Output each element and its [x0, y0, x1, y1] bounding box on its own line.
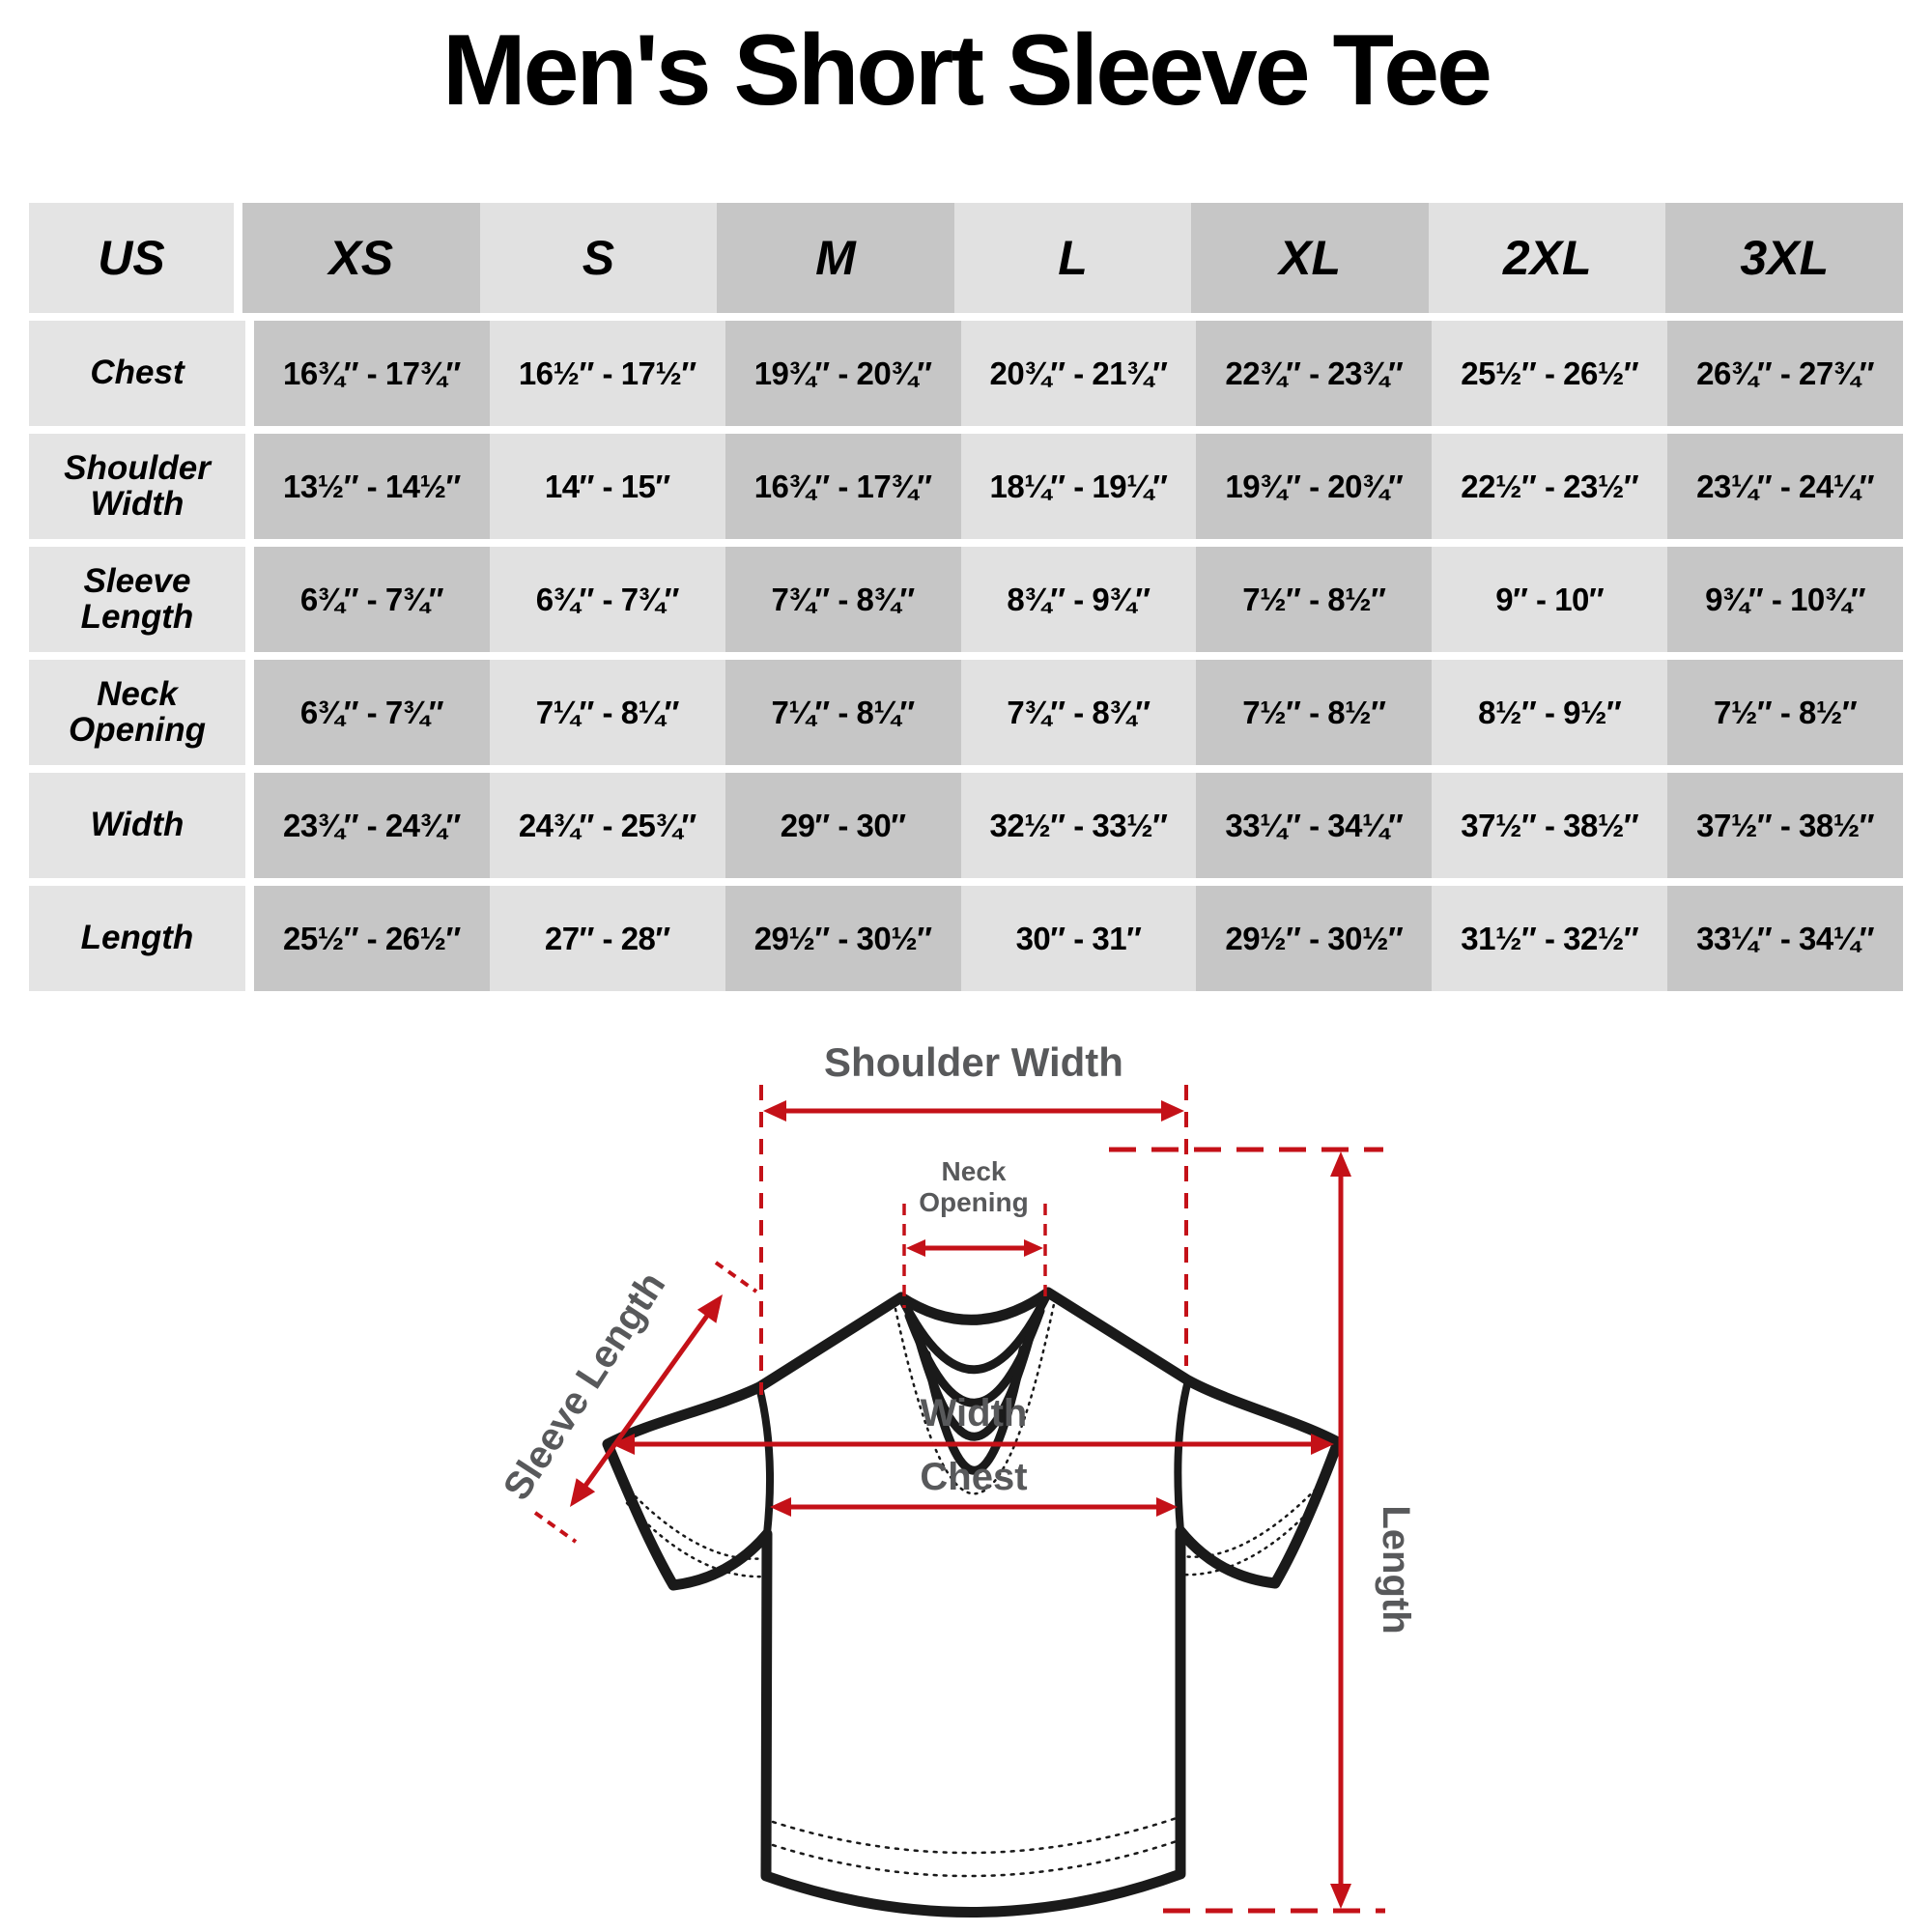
size-cell: 18¼″ - 19¼″	[960, 434, 1197, 539]
tee-measurement-diagram: Shoulder Width Neck Opening Sleeve Lengt…	[496, 1039, 1417, 1918]
size-cell: 7¼″ - 8¼″	[489, 660, 725, 765]
size-chart-table: US XS S M L XL 2XL 3XL Chest 16¾″ - 17¾″ 16½″ - 17…	[29, 203, 1904, 999]
size-cell: 22½″ - 23½″	[1432, 434, 1668, 539]
size-cell: 26¾″ - 27¾″	[1667, 321, 1904, 426]
size-cell: 14″ - 15″	[489, 434, 725, 539]
size-cell: 27″ - 28″	[489, 886, 725, 991]
page-title: Men's Short Sleeve Tee	[442, 14, 1492, 127]
shoulder-width-label: Shoulder Width	[824, 1039, 1123, 1085]
size-cell: 8½″ - 9½″	[1432, 660, 1668, 765]
table-row: Shoulder Width 13½″ - 14½″ 14″ - 15″ 16¾″ -…	[29, 434, 1904, 539]
size-cell: 7½″ - 8½″	[1196, 547, 1433, 652]
table-row: Length 25½″ - 26½″ 27″ - 28″ 29½″ - 30½″ 30″…	[29, 886, 1904, 991]
neck-opening-label-line2: Opening	[919, 1187, 1029, 1217]
row-label: Length	[29, 886, 245, 991]
size-header-s: S	[479, 203, 718, 313]
size-cell: 19¾″ - 20¾″	[1196, 434, 1433, 539]
chest-label: Chest	[920, 1456, 1027, 1498]
row-label: Shoulder Width	[29, 434, 245, 539]
tee-outline	[602, 1287, 1344, 1918]
size-cell: 32½″ - 33½″	[960, 773, 1197, 878]
size-cell: 7¾″ - 8¾″	[960, 660, 1197, 765]
neck-opening-arrow	[902, 1204, 1047, 1308]
size-cell: 30″ - 31″	[960, 886, 1197, 991]
size-cell: 9″ - 10″	[1432, 547, 1668, 652]
size-cell: 20¾″ - 21¾″	[960, 321, 1197, 426]
size-cell: 31½″ - 32½″	[1432, 886, 1668, 991]
size-cell: 6¾″ - 7¾″	[254, 660, 490, 765]
size-cell: 7½″ - 8½″	[1667, 660, 1904, 765]
size-cell: 29″ - 30″	[724, 773, 961, 878]
size-cell: 29½″ - 30½″	[724, 886, 961, 991]
size-cell: 7¾″ - 8¾″	[724, 547, 961, 652]
table-row: Chest 16¾″ - 17¾″ 16½″ - 17½″ 19¾″ - 20¾″ 20…	[29, 321, 1904, 426]
size-cell: 29½″ - 30½″	[1196, 886, 1433, 991]
length-arrow	[1109, 1147, 1385, 1914]
size-cell: 7½″ - 8½″	[1196, 660, 1433, 765]
row-label: Sleeve Length	[29, 547, 245, 652]
corner-header-us: US	[29, 203, 234, 313]
table-row: Width 23¾″ - 24¾″ 24¾″ - 25¾″ 29″ - 30″ 32½″…	[29, 773, 1904, 878]
size-cell: 7¼″ - 8¼″	[724, 660, 961, 765]
size-cell: 25½″ - 26½″	[1432, 321, 1668, 426]
size-header-2xl: 2XL	[1428, 203, 1666, 313]
row-label: Chest	[29, 321, 245, 426]
size-cell: 33¼″ - 34¼″	[1667, 886, 1904, 991]
width-label: Width	[921, 1392, 1028, 1435]
measurement-annotations	[533, 1085, 1385, 1914]
shoulder-width-arrow	[759, 1085, 1188, 1395]
size-header-3xl: 3XL	[1665, 203, 1904, 313]
size-cell: 16¾″ - 17¾″	[724, 434, 961, 539]
table-row: Sleeve Length 6¾″ - 7¾″ 6¾″ - 7¾″ 7¾″ - 8¾″…	[29, 547, 1904, 652]
size-cell: 13½″ - 14½″	[254, 434, 490, 539]
size-cell: 16¾″ - 17¾″	[254, 321, 490, 426]
table-row: Neck Opening 6¾″ - 7¾″ 7¼″ - 8¼″ 7¼″ - 8¼″ 7…	[29, 660, 1904, 765]
size-header-m: M	[717, 203, 954, 313]
size-cell: 37½″ - 38½″	[1432, 773, 1668, 878]
length-label: Length	[1375, 1505, 1417, 1634]
size-cell: 25½″ - 26½″	[254, 886, 490, 991]
size-cell: 22¾″ - 23¾″	[1196, 321, 1433, 426]
size-cell: 37½″ - 38½″	[1667, 773, 1904, 878]
size-cell: 23¼″ - 24¼″	[1667, 434, 1904, 539]
size-cell: 6¾″ - 7¾″	[254, 547, 490, 652]
size-header-xs: XS	[242, 203, 480, 313]
width-arrow	[611, 1434, 1334, 1455]
table-header-row: US XS S M L XL 2XL 3XL	[29, 203, 1904, 313]
size-cell: 19¾″ - 20¾″	[724, 321, 961, 426]
size-header-l: L	[953, 203, 1192, 313]
size-cell: 6¾″ - 7¾″	[489, 547, 725, 652]
sleeve-length-arrow	[533, 1261, 758, 1544]
size-cell: 9¾″ - 10¾″	[1667, 547, 1904, 652]
size-cell: 8¾″ - 9¾″	[960, 547, 1197, 652]
row-label: Neck Opening	[29, 660, 245, 765]
size-cell: 16½″ - 17½″	[489, 321, 725, 426]
size-cell: 23¾″ - 24¾″	[254, 773, 490, 878]
chest-arrow	[770, 1497, 1178, 1517]
size-cell: 24¾″ - 25¾″	[489, 773, 725, 878]
size-header-xl: XL	[1191, 203, 1429, 313]
neck-opening-label-line1: Neck	[942, 1156, 1007, 1186]
size-cell: 33¼″ - 34¼″	[1196, 773, 1433, 878]
row-label: Width	[29, 773, 245, 878]
